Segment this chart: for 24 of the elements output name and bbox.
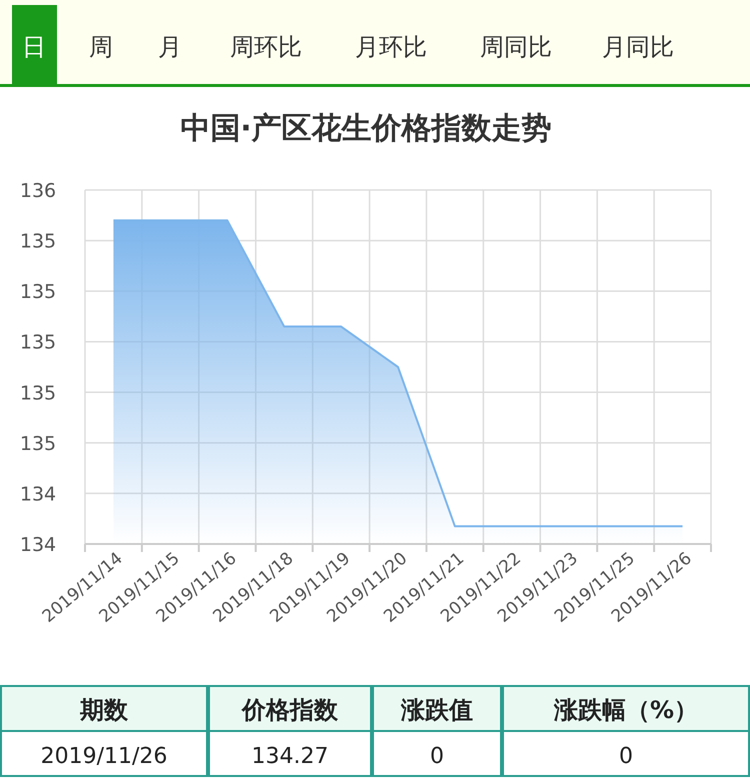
text: 0: [619, 744, 633, 769]
y-tick-label: 136: [20, 180, 56, 202]
y-tick-label: 134: [20, 534, 56, 556]
text: 月环比: [355, 33, 427, 61]
text: 2019/11/26: [40, 744, 168, 769]
y-tick-label: 135: [20, 382, 56, 404]
text: 月: [158, 33, 182, 61]
text: 0: [430, 744, 444, 769]
text: 134.27: [252, 744, 328, 769]
y-tick-label: 135: [20, 332, 56, 354]
text: 月同比: [602, 33, 674, 61]
text: 日: [22, 33, 46, 61]
text: 周: [89, 33, 113, 61]
y-tick-label: 135: [20, 281, 56, 304]
text: 涨跌幅（%）: [552, 696, 698, 724]
text: 周环比: [230, 33, 302, 61]
text: 涨跌值: [400, 696, 473, 724]
y-tick-label: 134: [20, 483, 56, 506]
chart-title: 中国·产区花生价格指数走势: [180, 111, 552, 146]
text: 价格指数: [241, 696, 339, 724]
y-tick-label: 135: [20, 432, 56, 455]
text: 周同比: [480, 33, 552, 61]
y-tick-label: 135: [20, 230, 56, 253]
text: 期数: [79, 696, 129, 724]
